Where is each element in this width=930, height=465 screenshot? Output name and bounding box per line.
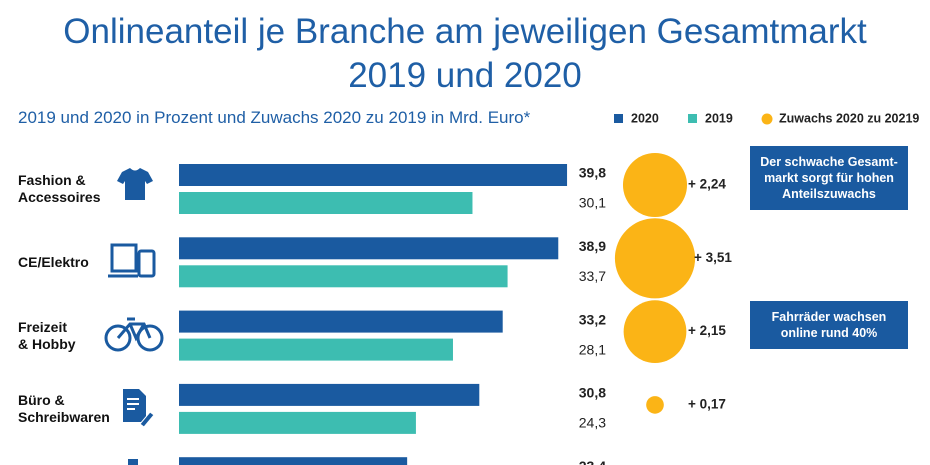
growth-bubble: [622, 152, 688, 218]
bar: [179, 457, 408, 465]
value-label: 28,1: [579, 341, 606, 357]
legend-swatch: [761, 113, 773, 125]
category-label: Freizeit & Hobby: [18, 318, 76, 352]
bar: [179, 192, 473, 214]
bar: [179, 164, 568, 186]
subtitle: 2019 und 2020 in Prozent und Zuwachs 202…: [18, 108, 531, 127]
category-label: CE/Elektro: [18, 253, 89, 270]
icon-shirt: [117, 168, 153, 200]
icon-partial: [128, 459, 138, 465]
growth-bubble: [614, 218, 696, 299]
legend-swatch: [688, 114, 697, 123]
title: Onlineanteil je Branche am jeweiligen Ge…: [63, 12, 867, 95]
growth-label: + 2,15: [688, 323, 726, 338]
annotation: Der schwache Gesamt- markt sorgt für hoh…: [750, 146, 908, 210]
icon-bicycle: [104, 317, 164, 352]
value-label: 30,1: [579, 195, 606, 211]
bar: [179, 265, 508, 288]
icon-document: [123, 389, 155, 428]
bar: [179, 411, 416, 434]
category-label: Büro & Schreibwaren: [18, 391, 110, 425]
annotation: Fahrräder wachsen online rund 40%: [750, 300, 908, 349]
value-label: 24,3: [579, 415, 606, 431]
bar: [179, 383, 480, 406]
bar: [179, 237, 559, 260]
value-label: 38,9: [579, 238, 606, 254]
legend-swatch: [614, 114, 623, 123]
growth-label: + 2,24: [688, 177, 726, 192]
value-label: 33,7: [579, 268, 606, 284]
icon-devices: [108, 243, 156, 278]
bar: [179, 310, 503, 333]
bar: [179, 338, 453, 361]
value-label: 23,4: [579, 458, 606, 465]
value-label: 33,2: [579, 311, 606, 327]
growth-label: + 3,51: [694, 250, 732, 265]
growth-label: + 0,17: [688, 396, 726, 411]
legend-label: 2019: [705, 111, 733, 125]
legend-label: 2020: [631, 111, 659, 125]
growth-bubble: [646, 396, 664, 414]
growth-bubble: [623, 300, 687, 363]
legend-label: Zuwachs 2020 zu 20219: [779, 111, 919, 125]
category-label: Fashion & Accessoires: [18, 172, 101, 205]
value-label: 30,8: [579, 385, 606, 401]
value-label: 39,8: [579, 165, 606, 181]
